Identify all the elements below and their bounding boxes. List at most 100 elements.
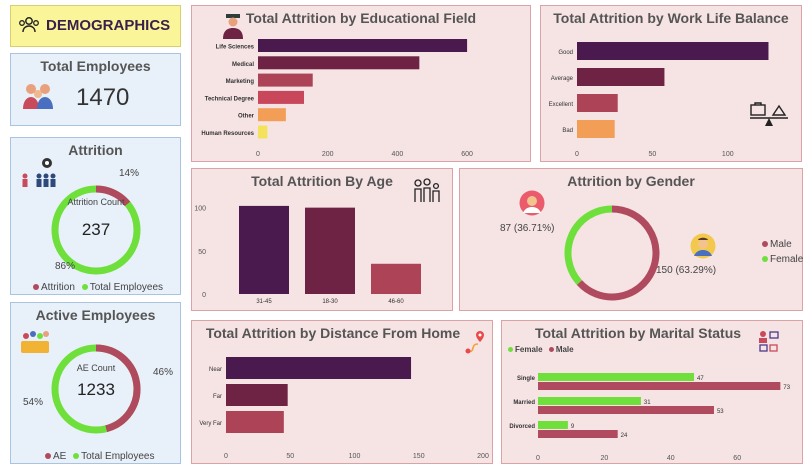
age-chart-card: Total Attrition By Age 0 50 100 31-45 18-30 4… xyxy=(191,168,453,311)
attrition-card: Attrition Attrition Count 237 14% 86% At… xyxy=(10,137,181,295)
distance-chart-card: Total Attrition by Distance From Home Ne… xyxy=(191,320,493,464)
distance-chart-title: Total Attrition by Distance From Home xyxy=(205,325,461,341)
bar xyxy=(258,108,286,122)
family-age-icon xyxy=(414,178,440,202)
legend-dot xyxy=(33,284,39,291)
x-tick-label: 0 xyxy=(256,151,260,158)
bar xyxy=(577,68,665,86)
org-gear-icon xyxy=(22,158,56,187)
people-group-icon xyxy=(19,17,39,33)
attrition-donut-slice xyxy=(95,185,131,207)
x-tick-label: 200 xyxy=(322,151,334,158)
edu-chart: Life Sciences Medical Marketing Technical D… xyxy=(201,39,473,158)
wlb-chart-card: Total Attrition by Work Life Balance Goo… xyxy=(540,5,802,162)
active-center-value: 1233 xyxy=(77,380,115,399)
graduate-icon xyxy=(223,14,243,39)
legend-dot xyxy=(45,453,51,460)
x-tick-label: 0 xyxy=(224,453,228,460)
male-avatar-icon xyxy=(690,233,716,259)
gender-legend: Male Female xyxy=(758,237,803,267)
legend-dot xyxy=(762,241,768,248)
marital-legend: Female Male xyxy=(504,345,574,354)
bar xyxy=(538,421,568,429)
active-center-label: AE Count xyxy=(76,363,116,373)
bar xyxy=(258,56,420,70)
bar xyxy=(239,205,289,294)
total-employees-value: 1470 xyxy=(76,84,130,111)
page-title: DEMOGRAPHICS xyxy=(46,17,171,34)
total-pct-label: 86% xyxy=(55,261,76,272)
bar xyxy=(577,120,615,138)
legend-label: Total Employees xyxy=(89,282,164,293)
attrition-pct-label: 14% xyxy=(119,168,140,179)
category-label: 18-30 xyxy=(322,299,338,305)
attrition-center-value: 237 xyxy=(81,220,111,239)
bar xyxy=(538,373,695,381)
legend-label: AE xyxy=(53,451,67,462)
x-tick-label: 200 xyxy=(477,453,489,460)
data-label: 31 xyxy=(644,400,651,406)
bar xyxy=(226,384,288,406)
x-tick-label: 40 xyxy=(667,455,675,462)
category-label: Bad xyxy=(562,128,573,134)
bar xyxy=(577,42,769,60)
active-employees-card: Active Employees AE Count 1233 46% 54% A… xyxy=(10,302,181,464)
legend-label: Attrition xyxy=(41,282,75,293)
x-tick-label: 400 xyxy=(392,151,404,158)
category-label: Human Resources xyxy=(201,131,254,137)
legend-label: Male xyxy=(555,345,574,354)
total-employees-card: Total Employees 1470 xyxy=(10,53,181,126)
total-employees-title: Total Employees xyxy=(40,58,151,74)
gender-chart-card: Attrition by Gender 87 (36.71%) 150 (63.… xyxy=(459,168,803,311)
wlb-chart-title: Total Attrition by Work Life Balance xyxy=(553,10,789,26)
marital-chart: Single 47 73 Married 31 53 Divorced 9 24 0 20 40 60 xyxy=(509,373,791,462)
age-chart: 0 50 100 31-45 18-30 46-60 xyxy=(194,205,421,305)
data-label: 9 xyxy=(571,424,575,430)
y-tick-label: 100 xyxy=(194,206,206,213)
legend-dot xyxy=(548,347,554,353)
edu-chart-title: Total Attrition by Educational Field xyxy=(245,10,477,26)
x-tick-label: 100 xyxy=(722,151,734,158)
category-label: Far xyxy=(213,394,222,400)
bar xyxy=(577,94,618,112)
bar xyxy=(258,39,468,52)
attrition-donut xyxy=(51,185,141,275)
ae-pct-label: 46% xyxy=(153,367,174,378)
crowd-icon xyxy=(21,331,49,353)
age-chart-title: Total Attrition By Age xyxy=(251,173,393,189)
category-label: Divorced xyxy=(509,424,535,430)
briefcase-scale-icon xyxy=(750,102,788,126)
bar xyxy=(538,382,781,390)
bar xyxy=(226,357,412,379)
map-route-icon xyxy=(465,331,484,354)
category-label: Average xyxy=(551,76,574,82)
y-tick-label: 0 xyxy=(202,292,206,299)
gender-female-label: 87 (36.71%) xyxy=(500,223,555,234)
x-tick-label: 100 xyxy=(349,453,361,460)
active-donut xyxy=(51,344,141,434)
active-employees-title: Active Employees xyxy=(35,307,156,323)
data-label: 73 xyxy=(783,385,790,391)
x-tick-label: 600 xyxy=(461,151,473,158)
female-avatar-icon xyxy=(519,190,545,216)
bar xyxy=(538,430,618,438)
header-banner: DEMOGRAPHICS xyxy=(10,5,181,47)
attrition-title: Attrition xyxy=(68,142,123,158)
bar xyxy=(258,125,268,139)
category-label: Near xyxy=(209,367,222,373)
active-legend: AE Total Employees xyxy=(41,451,155,462)
x-tick-label: 0 xyxy=(536,455,540,462)
legend-label: Female xyxy=(770,254,804,265)
legend-label: Female xyxy=(515,345,543,354)
legend-dot xyxy=(73,453,80,460)
x-tick-label: 20 xyxy=(601,455,609,462)
ae-total-pct-label: 54% xyxy=(23,397,44,408)
category-label: Technical Degree xyxy=(205,96,255,102)
wlb-chart: Good Average Excellent Bad 0 50 100 xyxy=(549,42,769,158)
bar xyxy=(258,73,313,87)
x-tick-label: 50 xyxy=(648,151,656,158)
category-label: Single xyxy=(517,376,536,382)
x-tick-label: 60 xyxy=(733,455,741,462)
family-icon xyxy=(23,84,53,109)
marital-chart-title: Total Attrition by Marital Status xyxy=(534,325,742,341)
